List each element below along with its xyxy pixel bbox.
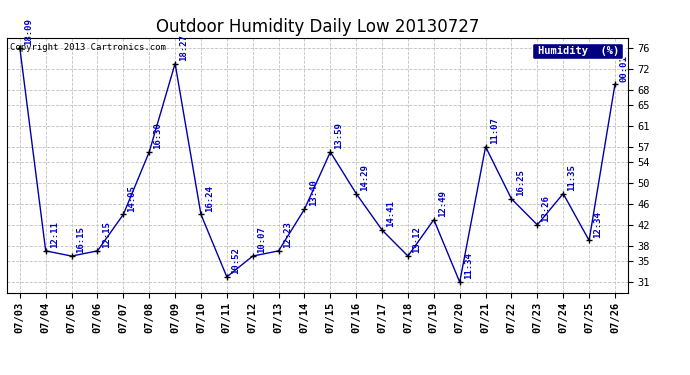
Text: 10:07: 10:07 <box>257 226 266 253</box>
Text: Copyright 2013 Cartronics.com: Copyright 2013 Cartronics.com <box>10 43 166 52</box>
Text: 13:26: 13:26 <box>542 195 551 222</box>
Text: 16:30: 16:30 <box>153 122 162 149</box>
Text: 18:27: 18:27 <box>179 34 188 61</box>
Text: 00:01: 00:01 <box>619 55 628 81</box>
Legend: Humidity  (%): Humidity (%) <box>532 43 622 59</box>
Text: 12:15: 12:15 <box>101 221 110 248</box>
Text: 18:09: 18:09 <box>24 18 33 45</box>
Text: 14:29: 14:29 <box>360 164 369 191</box>
Text: 16:25: 16:25 <box>515 169 524 196</box>
Text: 11:34: 11:34 <box>464 252 473 279</box>
Text: 14:41: 14:41 <box>386 200 395 227</box>
Text: 13:59: 13:59 <box>335 122 344 149</box>
Text: 12:11: 12:11 <box>50 221 59 248</box>
Text: 13:40: 13:40 <box>308 180 317 207</box>
Text: 11:35: 11:35 <box>567 164 576 191</box>
Text: 16:24: 16:24 <box>205 185 214 211</box>
Text: 13:12: 13:12 <box>412 226 421 253</box>
Text: 12:34: 12:34 <box>593 211 602 238</box>
Text: 11:07: 11:07 <box>490 117 499 144</box>
Text: 12:23: 12:23 <box>283 221 292 248</box>
Text: 12:49: 12:49 <box>438 190 447 217</box>
Text: 10:52: 10:52 <box>231 247 240 274</box>
Text: 14:05: 14:05 <box>128 185 137 211</box>
Text: 16:15: 16:15 <box>76 226 85 253</box>
Title: Outdoor Humidity Daily Low 20130727: Outdoor Humidity Daily Low 20130727 <box>156 18 479 36</box>
